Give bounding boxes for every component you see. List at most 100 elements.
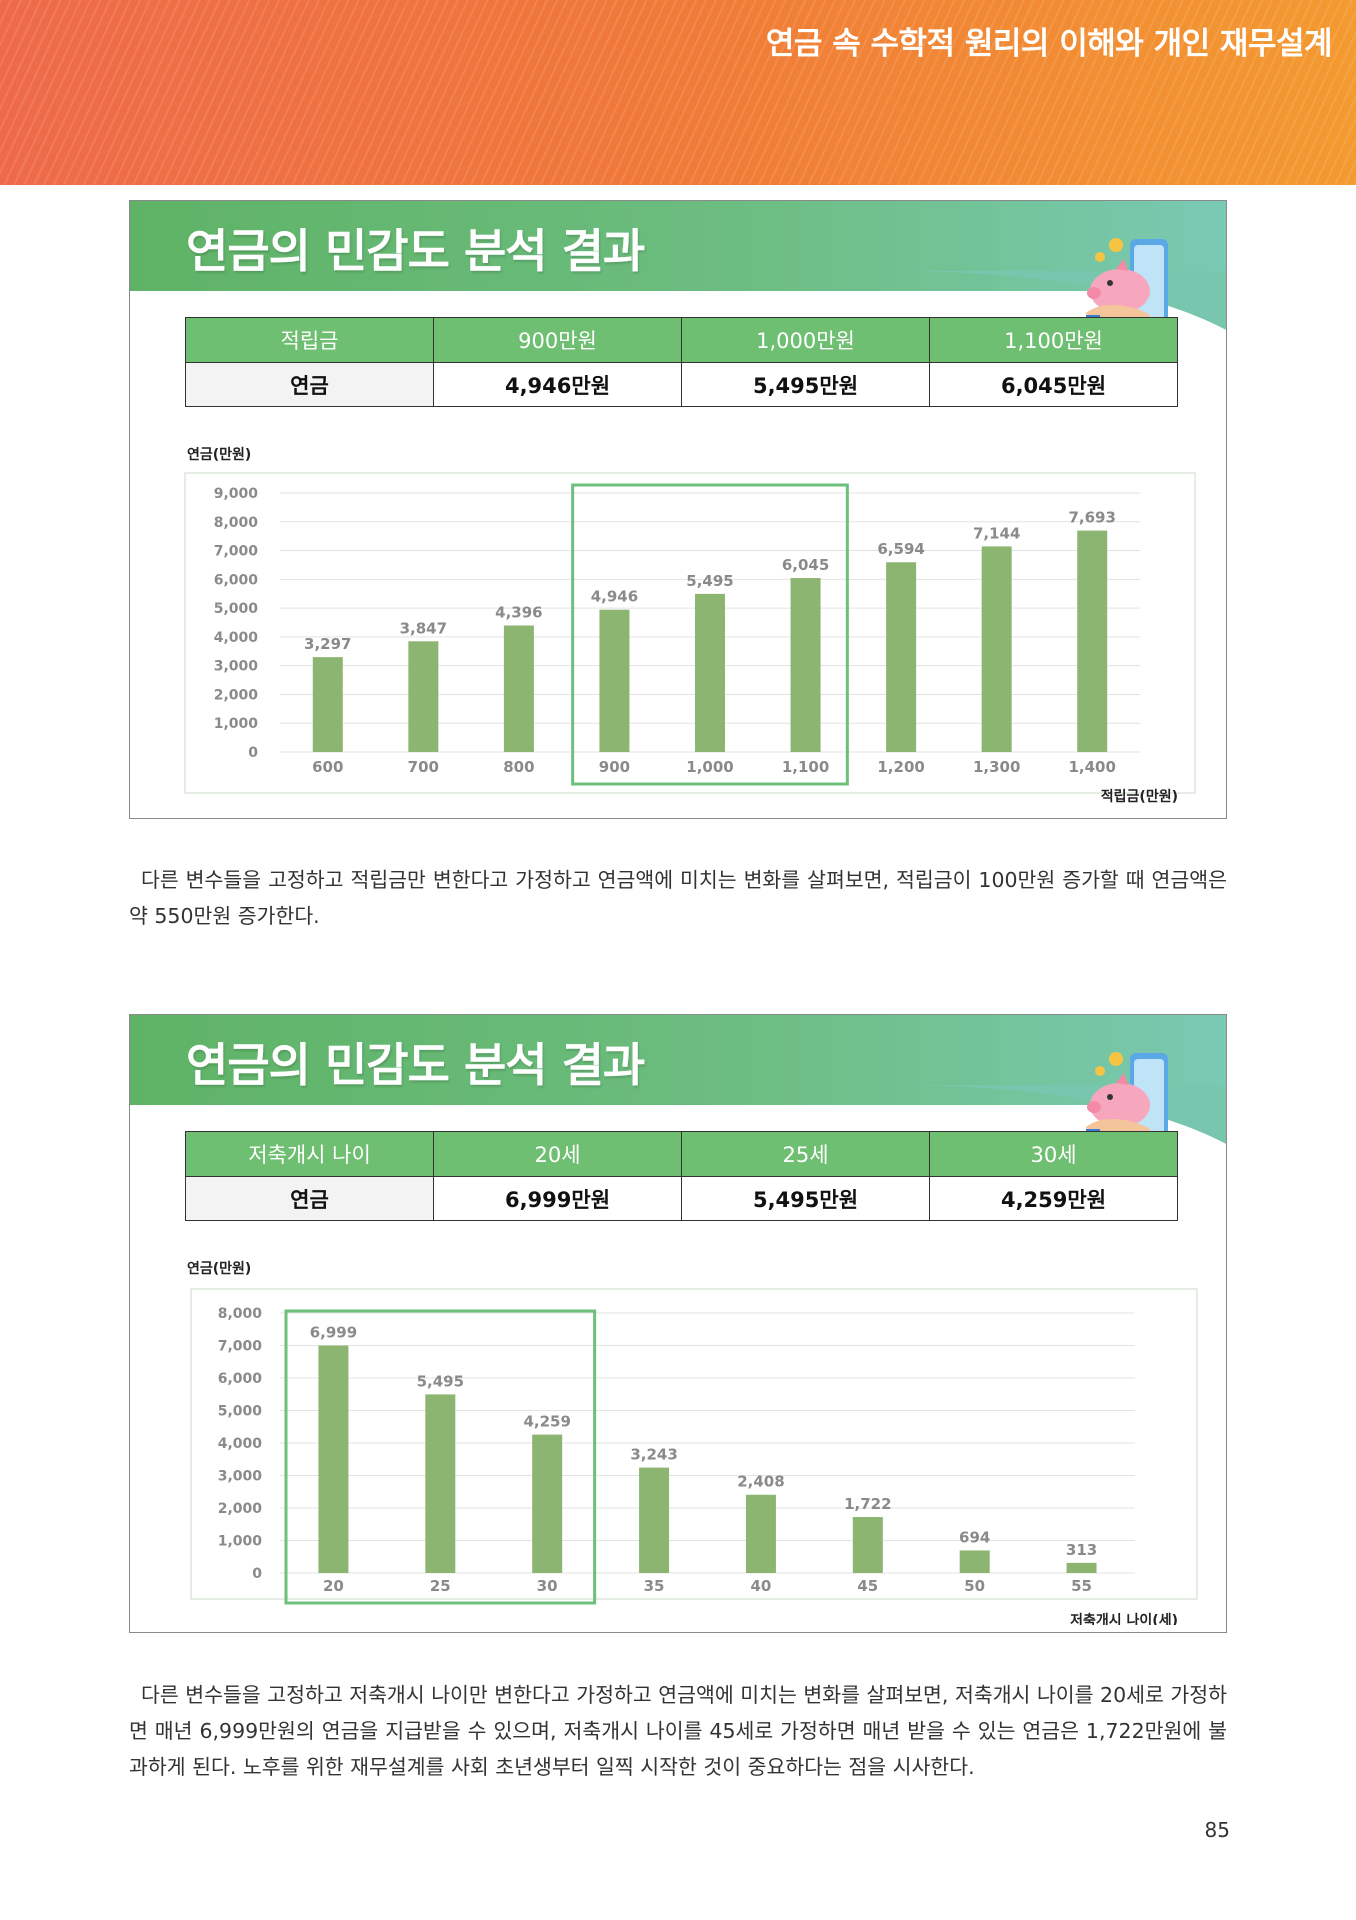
- bar: [312, 657, 343, 752]
- table-row: 연금 4,946만원 5,495만원 6,045만원: [185, 362, 1178, 407]
- y-tick-label: 1,000: [218, 1534, 263, 1550]
- bar-value-label: 6,594: [877, 540, 924, 558]
- highlight-box: [284, 1309, 597, 1605]
- y-tick-label: 6,000: [218, 1371, 263, 1387]
- bar: [981, 546, 1012, 752]
- bar: [408, 641, 439, 752]
- y-tick-label: 8,000: [214, 515, 259, 531]
- bar-value-label: 6,045: [782, 556, 829, 574]
- y-tick-label: 6,000: [214, 572, 259, 588]
- table-row-label: 연금: [185, 362, 434, 407]
- y-tick-label: 5,000: [214, 601, 259, 617]
- y-tick-label: 4,000: [214, 630, 259, 646]
- y-tick-label: 0: [248, 745, 258, 761]
- bar: [959, 1550, 990, 1573]
- card-title: 연금의 민감도 분석 결과: [186, 224, 645, 278]
- table-cell: 5,495만원: [681, 362, 930, 407]
- y-tick-label: 3,000: [218, 1469, 263, 1485]
- table-cell: 5,495만원: [681, 1176, 930, 1221]
- bar: [745, 1494, 776, 1573]
- x-tick-label: 800: [503, 758, 534, 776]
- top-banner: 연금 속 수학적 원리의 이해와 개인 재무설계: [0, 0, 1356, 185]
- bar: [425, 1394, 456, 1573]
- x-axis-title: 저축개시 나이(세): [1070, 1612, 1178, 1625]
- bar-value-label: 7,693: [1068, 509, 1115, 527]
- card-header: 연금의 민감도 분석 결과: [130, 201, 1226, 291]
- table-header-row: 저축개시 나이 20세 25세 30세: [185, 1131, 1178, 1177]
- x-tick-label: 40: [751, 1577, 772, 1595]
- running-header-title: 연금 속 수학적 원리의 이해와 개인 재무설계: [765, 26, 1333, 62]
- x-tick-label: 1,200: [877, 758, 924, 776]
- table-header-cell: 적립금: [185, 317, 434, 363]
- highlight-box: [571, 483, 849, 786]
- y-tick-label: 7,000: [214, 544, 259, 560]
- bar: [790, 578, 821, 752]
- x-tick-label: 600: [312, 758, 343, 776]
- x-tick-label: 1,300: [973, 758, 1020, 776]
- y-tick-label: 2,000: [218, 1501, 263, 1517]
- bar-value-label: 694: [959, 1528, 990, 1546]
- bar-value-label: 1,722: [844, 1495, 891, 1513]
- y-tick-label: 2,000: [214, 687, 259, 703]
- table-header-cell: 1,000만원: [681, 317, 930, 363]
- page-number: 85: [1204, 1818, 1230, 1842]
- y-tick-label: 9,000: [214, 486, 259, 502]
- table-header-cell: 20세: [433, 1131, 682, 1177]
- bar: [886, 562, 917, 752]
- x-tick-label: 30: [537, 1577, 558, 1595]
- table-cell: 6,999만원: [433, 1176, 682, 1221]
- body-paragraph: 다른 변수들을 고정하고 적립금만 변한다고 가정하고 연금액에 미치는 변화를…: [129, 868, 1227, 928]
- table-cell: 6,045만원: [929, 362, 1178, 407]
- y-tick-label: 1,000: [214, 716, 259, 732]
- table-row: 연금 6,999만원 5,495만원 4,259만원: [185, 1176, 1178, 1221]
- table-header-cell: 25세: [681, 1131, 930, 1177]
- bar-value-label: 3,847: [400, 619, 447, 637]
- y-axis-title: 연금(만원): [187, 447, 251, 463]
- bar: [318, 1345, 349, 1573]
- bar: [599, 609, 630, 752]
- bar-value-label: 4,946: [591, 588, 638, 606]
- x-tick-label: 50: [964, 1577, 985, 1595]
- bar-value-label: 3,297: [304, 635, 351, 653]
- bar: [1066, 1562, 1097, 1573]
- bar: [532, 1434, 563, 1573]
- bar: [852, 1517, 883, 1573]
- bar-value-label: 4,259: [523, 1413, 570, 1431]
- y-tick-label: 4,000: [218, 1436, 263, 1452]
- body-paragraph: 다른 변수들을 고정하고 저축개시 나이만 변한다고 가정하고 연금액에 미치는…: [129, 1683, 1227, 1779]
- y-tick-label: 5,000: [218, 1404, 263, 1420]
- bar: [695, 593, 725, 752]
- table-header-cell: 30세: [929, 1131, 1178, 1177]
- x-tick-label: 55: [1071, 1577, 1092, 1595]
- bar: [1077, 530, 1108, 752]
- table-cell: 4,259만원: [929, 1176, 1178, 1221]
- table-header-cell: 1,100만원: [929, 317, 1178, 363]
- table-header-row: 적립금 900만원 1,000만원 1,100만원: [185, 317, 1178, 363]
- sensitivity-card-start-age: 연금의 민감도 분석 결과 저축개시 나이 20세 25세 30세 연금 6,9…: [129, 1014, 1227, 1633]
- table-cell: 4,946만원: [433, 362, 682, 407]
- x-tick-label: 1,000: [686, 758, 733, 776]
- bar-value-label: 2,408: [737, 1473, 784, 1491]
- bar: [639, 1467, 670, 1573]
- bar-value-label: 313: [1066, 1541, 1097, 1559]
- bar-value-label: 7,144: [973, 524, 1020, 542]
- x-tick-label: 700: [408, 758, 439, 776]
- y-tick-label: 0: [252, 1566, 262, 1582]
- bar-value-label: 6,999: [310, 1324, 357, 1342]
- y-tick-label: 3,000: [214, 659, 259, 675]
- x-axis-title: 적립금(만원): [1101, 788, 1178, 805]
- bar-value-label: 5,495: [417, 1372, 464, 1390]
- bar-value-label: 4,396: [495, 603, 542, 621]
- sensitivity-card-savings: 연금의 민감도 분석 결과 적립금 900만원 1,000만원 1,100만원 …: [129, 200, 1227, 819]
- table-header-cell: 900만원: [433, 317, 682, 363]
- plot-frame: [184, 472, 1196, 794]
- y-axis-title: 연금(만원): [187, 1261, 251, 1277]
- card-title: 연금의 민감도 분석 결과: [186, 1038, 645, 1092]
- plot-frame: [190, 1288, 1198, 1600]
- bar-value-label: 5,495: [686, 572, 733, 590]
- savings-sensitivity-table: 적립금 900만원 1,000만원 1,100만원 연금 4,946만원 5,4…: [185, 317, 1178, 407]
- x-tick-label: 35: [644, 1577, 665, 1595]
- x-tick-label: 25: [430, 1577, 451, 1595]
- y-tick-label: 7,000: [218, 1339, 263, 1355]
- start-age-sensitivity-table: 저축개시 나이 20세 25세 30세 연금 6,999만원 5,495만원 4…: [185, 1131, 1178, 1221]
